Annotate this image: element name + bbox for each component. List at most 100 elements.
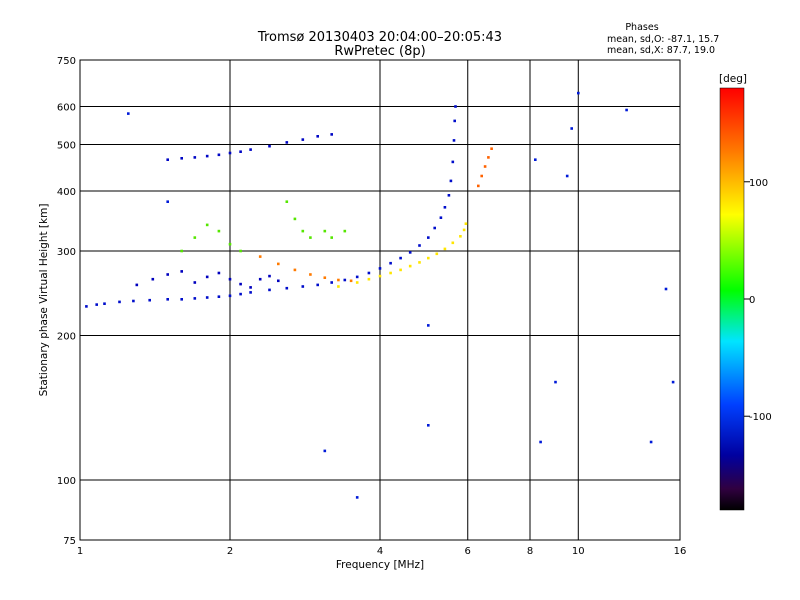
data-point [427,424,430,427]
data-point [217,153,221,157]
data-point [323,229,327,233]
data-point [330,281,333,284]
data-point [330,133,333,136]
data-point [293,217,297,221]
data-point [151,277,155,281]
data-point [127,112,130,115]
data-point [447,194,451,197]
data-point [193,297,197,300]
x-tick-label: 4 [377,546,383,557]
data-point [228,294,232,298]
data-point [355,281,359,284]
data-point [565,174,569,178]
data-point [389,271,392,275]
y-tick-label: 100 [57,476,76,487]
data-point [205,296,209,299]
data-point [323,276,327,279]
x-tick-label: 16 [674,546,687,557]
colorbar-tick-label: 0 [749,295,755,306]
data-point [449,179,453,183]
data-point [285,200,289,203]
chart-title: Tromsø 20130403 20:04:00–20:05:43 [257,30,502,45]
x-axis-ticks: 1 2 4 6 8 10 16 [77,546,687,557]
data-point [462,228,466,232]
x-tick-label: 6 [465,546,471,557]
data-point [166,298,169,301]
data-point [228,242,232,246]
data-point [277,279,280,283]
data-point [408,264,412,268]
y-tick-label: 300 [57,247,76,258]
y-tick-label: 400 [57,187,76,198]
data-point [427,256,430,260]
data-point [95,303,98,306]
data-point [330,236,333,239]
data-point [435,252,439,256]
data-point [443,206,447,209]
data-point [239,150,242,153]
data-point [490,147,493,150]
data-point [309,273,312,276]
data-point [439,216,443,219]
data-point [433,226,436,230]
data-point [258,277,262,281]
data-point [625,108,628,112]
data-point [249,286,252,289]
x-tick-label: 2 [227,546,233,557]
data-point [135,283,139,287]
x-axis-title: Frequency [MHz] [336,559,424,571]
data-point [355,275,359,279]
data-point [85,305,88,308]
data-point [118,300,121,304]
data-point [180,270,183,273]
data-point [378,274,382,278]
phase-stats-header: Phases [625,22,658,33]
data-point [452,139,456,142]
data-points [85,91,675,499]
data-point [367,271,371,275]
data-point [343,229,347,233]
data-point [451,241,455,245]
data-point [180,249,183,253]
data-point [408,251,412,254]
data-point [343,278,347,282]
y-tick-label: 750 [57,56,76,67]
data-point [483,165,487,168]
chart-subtitle: RwPretec (8p) [334,44,425,59]
y-tick-label: 200 [57,332,76,343]
data-point [228,277,232,281]
data-point [454,105,457,108]
y-tick-label: 500 [57,141,76,152]
y-axis-title: Stationary phase Virtual Height [km] [38,204,50,397]
data-point [217,295,221,298]
data-point [217,229,221,233]
data-point [249,291,252,294]
data-point [258,255,262,258]
data-point [577,91,580,95]
data-point [193,236,197,239]
data-point [180,298,183,301]
colorbar-tick-label: 100 [749,178,768,189]
data-point [205,223,209,227]
data-point [570,127,573,130]
colorbar-ticks: 100 0 -100 [744,178,772,423]
data-point [239,282,242,286]
data-point [301,138,305,141]
data-point [464,222,468,225]
y-axis-ticks: 75 100 200 300 400 500 600 750 [57,56,76,547]
data-point [399,268,402,272]
data-point [268,274,271,278]
data-point [480,174,483,178]
data-point [399,256,402,260]
data-point [427,236,430,239]
data-point [367,277,371,281]
data-point [355,496,359,499]
data-point [293,268,297,272]
data-point [249,148,252,151]
data-point [285,286,289,290]
data-point [378,267,382,270]
data-point [487,156,490,159]
data-point [649,440,653,444]
